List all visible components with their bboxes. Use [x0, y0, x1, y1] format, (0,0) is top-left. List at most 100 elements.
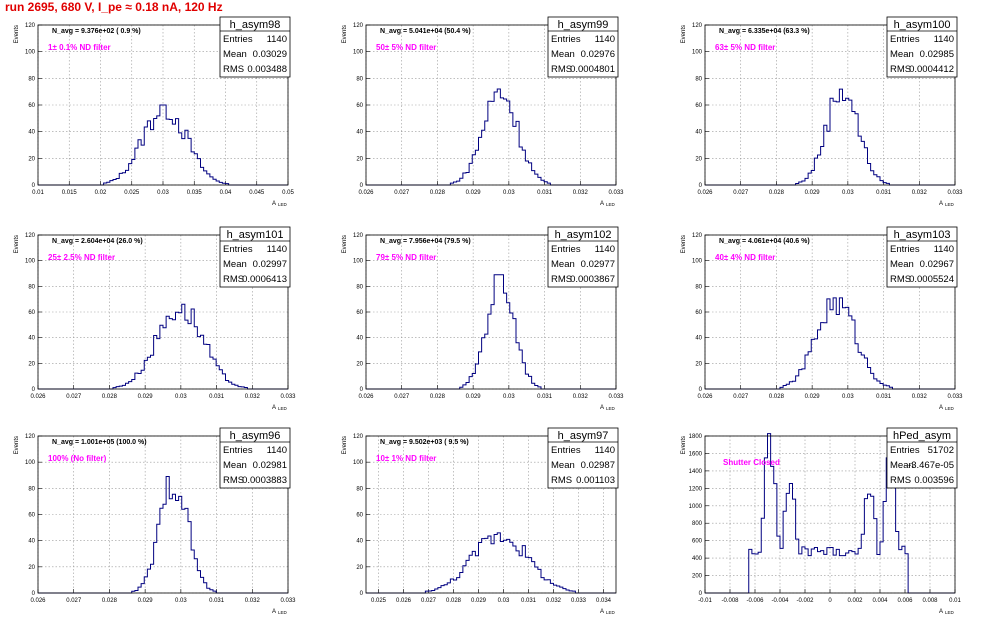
navg-label: N_avg = 1.001e+05 (100.0 %)	[52, 439, 147, 446]
histogram-line	[366, 532, 616, 594]
y-tick-label: 80	[356, 76, 363, 82]
x-tick-label: 0.031	[521, 598, 537, 604]
y-tick-label: 100	[692, 259, 703, 265]
y-tick-label: 100	[692, 50, 703, 56]
stats-label: Entries	[223, 34, 253, 45]
x-tick-label: 0.033	[947, 394, 963, 400]
stats-value: 0.02985	[920, 49, 954, 60]
x-tick-label: 0.025	[371, 598, 387, 604]
x-tick-label: 0.029	[805, 394, 821, 400]
y-tick-label: 120	[353, 233, 364, 239]
x-tick-label: 0.028	[446, 598, 462, 604]
x-tick-label: 0.03	[842, 190, 854, 196]
x-tick-label: 0.03	[503, 190, 515, 196]
y-tick-label: 60	[695, 103, 702, 109]
x-tick-label: 0.029	[138, 394, 154, 400]
plot-frame	[365, 234, 617, 390]
filter-label: Shutter Closed	[723, 458, 780, 467]
x-tick-label: 0.008	[922, 598, 938, 604]
stats-label: Entries	[223, 244, 253, 255]
plot-frame	[704, 234, 956, 390]
stats-value: 1140	[934, 244, 954, 255]
x-axis-subscript: LED	[278, 406, 288, 411]
x-tick-label: 0.03	[498, 598, 510, 604]
x-axis-subscript: LED	[278, 610, 288, 615]
stats-value: 1140	[595, 34, 615, 45]
x-tick-label: 0.027	[394, 190, 410, 196]
stats-label: Mean	[223, 259, 247, 270]
plot-frame	[365, 435, 617, 594]
x-tick-label: 0.031	[209, 394, 225, 400]
stats-value: 0.03029	[253, 49, 287, 60]
stats-label: Mean	[890, 49, 914, 60]
stats-value: -3.467e-05	[908, 460, 954, 471]
stats-box: h_asym99 Entries 1140 Mean 0.02976 RMS0.00048…	[547, 16, 619, 78]
histogram-panel-h_asym102: 0.026 0.027 0.028 0.029 0.03 0.031 0.032 0.033 0…	[342, 226, 624, 411]
x-tick-label: 0.029	[138, 598, 154, 604]
x-tick-label: 0.032	[573, 190, 589, 196]
x-tick-label: 0.031	[537, 394, 553, 400]
y-tick-label: 20	[28, 156, 35, 162]
stats-label: RMS	[551, 475, 572, 486]
x-tick-label: 0.01	[32, 190, 44, 196]
y-tick-label: 100	[353, 460, 364, 466]
y-tick-label: 120	[25, 434, 36, 440]
stats-box-frame	[547, 16, 619, 78]
y-tick-label: 0	[32, 183, 36, 189]
stats-label: RMS	[551, 274, 572, 285]
x-axis-title: A	[600, 609, 604, 615]
histogram-panel-h_asym98: 0.01 0.015 0.02 0.025 0.03 0.035 0.04 0.045 0.05…	[14, 16, 294, 207]
stats-value: 0.02987	[581, 460, 615, 471]
x-axis-title: A	[939, 201, 943, 207]
y-tick-label: 0	[360, 387, 364, 393]
stats-box: h_asym96 Entries 1140 Mean 0.02981 RMS0.00038…	[219, 427, 291, 489]
x-tick-label: 0.032	[912, 394, 928, 400]
y-tick-label: 80	[356, 284, 363, 290]
y-tick-label: 20	[695, 156, 702, 162]
y-tick-label: 400	[692, 556, 703, 562]
navg-label: N_avg = 9.376e+02 ( 0.9 %)	[52, 28, 141, 35]
y-axis-title: Events	[681, 25, 687, 43]
x-tick-label: 0.032	[245, 394, 261, 400]
y-tick-label: 80	[28, 284, 35, 290]
stats-title: h_asym96	[230, 430, 281, 442]
stats-label: RMS	[223, 64, 244, 75]
y-tick-label: 80	[28, 486, 35, 492]
x-tick-label: 0.029	[805, 190, 821, 196]
stats-value: 0.02977	[581, 259, 615, 270]
stats-title: hPed_asym	[893, 430, 951, 442]
x-tick-label: 0.029	[466, 190, 482, 196]
y-axis-title: Events	[14, 436, 20, 454]
y-tick-label: 20	[28, 361, 35, 367]
stats-label: Mean	[223, 460, 247, 471]
y-tick-label: 20	[356, 361, 363, 367]
y-tick-label: 120	[353, 23, 364, 29]
y-tick-label: 100	[353, 50, 364, 56]
y-tick-label: 40	[356, 130, 363, 136]
x-tick-label: -0.002	[796, 598, 814, 604]
stats-value: 1140	[267, 34, 287, 45]
histogram-panel-h_asym103: 0.026 0.027 0.028 0.029 0.03 0.031 0.032 0.033 0…	[681, 226, 963, 411]
x-tick-label: 0.002	[847, 598, 863, 604]
x-tick-label: 0.034	[596, 598, 612, 604]
x-tick-label: 0.03	[175, 394, 187, 400]
x-tick-label: 0.032	[912, 190, 928, 196]
x-tick-label: -0.01	[698, 598, 712, 604]
x-tick-label: 0.033	[280, 394, 296, 400]
stats-value: 0.02967	[920, 259, 954, 270]
stats-value: 0.001103	[576, 475, 615, 486]
stats-box: h_asym100 Entries 1140 Mean 0.02985 RMS0.0004…	[886, 16, 958, 78]
stats-label: Entries	[890, 34, 920, 45]
y-tick-label: 120	[25, 233, 36, 239]
y-tick-label: 100	[25, 259, 36, 265]
x-tick-label: 0.01	[949, 598, 961, 604]
x-tick-label: 0.03	[175, 598, 187, 604]
x-axis-title: A	[272, 201, 276, 207]
x-axis-title: A	[939, 405, 943, 411]
stats-value: 51702	[928, 445, 954, 456]
stats-box: h_asym102 Entries 1140 Mean 0.02977 RMS0.0003…	[547, 226, 619, 288]
plot-frame	[37, 435, 289, 594]
histogram-line	[38, 303, 288, 390]
x-tick-label: -0.008	[721, 598, 739, 604]
